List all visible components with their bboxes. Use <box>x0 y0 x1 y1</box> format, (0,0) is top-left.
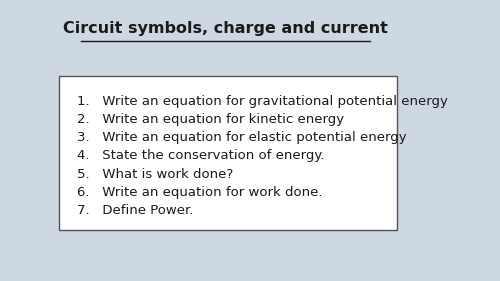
FancyBboxPatch shape <box>58 76 396 230</box>
Text: 3.   Write an equation for elastic potential energy: 3. Write an equation for elastic potenti… <box>76 132 406 144</box>
Text: Circuit symbols, charge and current: Circuit symbols, charge and current <box>63 21 388 36</box>
Text: 7.   Define Power.: 7. Define Power. <box>76 204 193 217</box>
Text: 2.   Write an equation for kinetic energy: 2. Write an equation for kinetic energy <box>76 113 344 126</box>
Text: 6.   Write an equation for work done.: 6. Write an equation for work done. <box>76 185 322 199</box>
Text: 5.   What is work done?: 5. What is work done? <box>76 167 233 180</box>
Text: 1.   Write an equation for gravitational potential energy: 1. Write an equation for gravitational p… <box>76 95 448 108</box>
Text: 4.   State the conservation of energy.: 4. State the conservation of energy. <box>76 149 324 162</box>
